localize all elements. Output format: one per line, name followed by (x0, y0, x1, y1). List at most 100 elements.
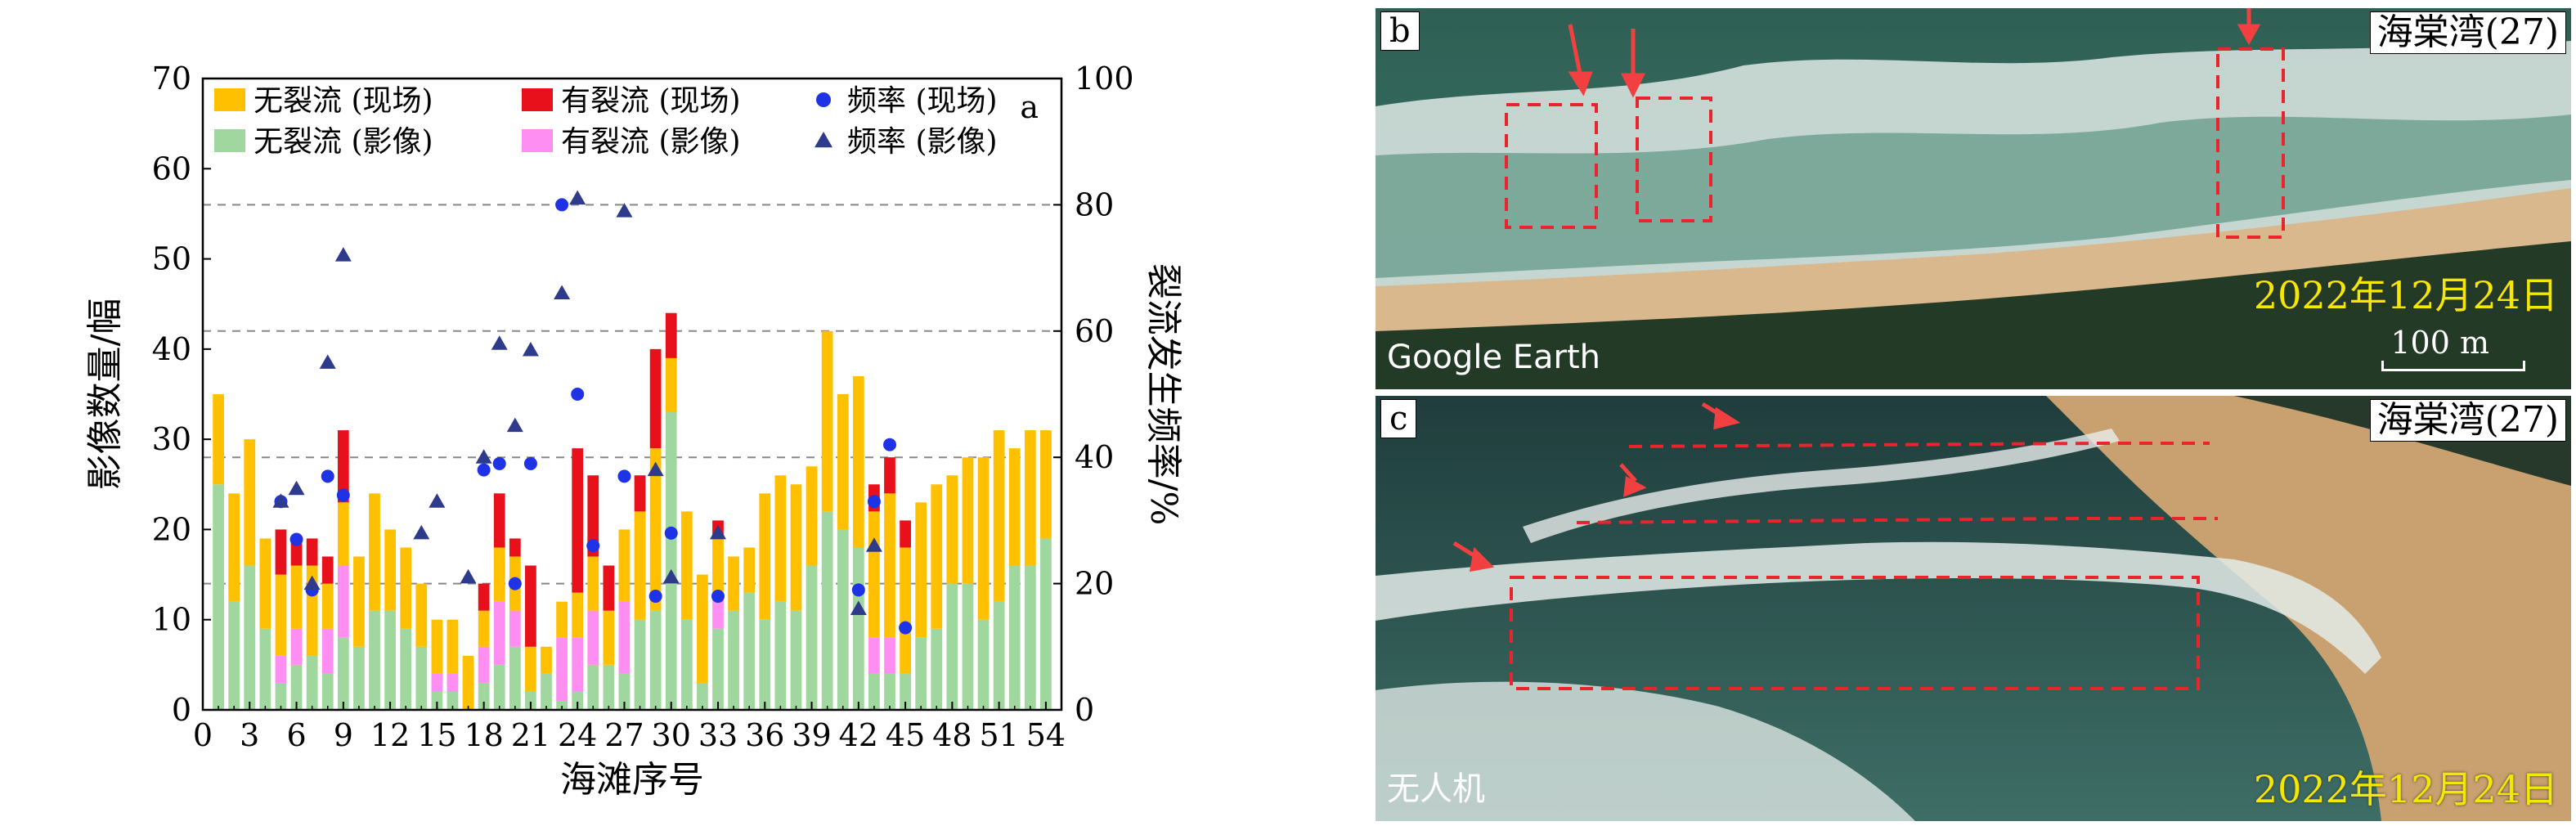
bar-field-no-rip (541, 646, 552, 674)
legend-swatch (522, 88, 553, 111)
marker-freq-field (899, 621, 913, 635)
satellite-photo-image (1376, 8, 2571, 389)
x-tick-label: 3 (240, 717, 259, 753)
bar-field-rip (603, 565, 615, 611)
bar-field-no-rip (415, 583, 428, 647)
bar-field-no-rip (665, 357, 677, 413)
legend-label: 频率 (现场) (847, 84, 998, 118)
bar-field-no-rip (275, 574, 287, 656)
bar-img-rip (337, 565, 349, 638)
bar-img-no-rip (306, 655, 318, 710)
marker-freq-field (477, 463, 491, 477)
marker-freq-image (554, 285, 571, 299)
y2-tick-label: 80 (1075, 186, 1114, 222)
bar-img-rip (556, 637, 568, 701)
bar-field-no-rip (447, 619, 459, 674)
legend-label: 频率 (影像) (847, 125, 998, 159)
bar-field-rip (321, 556, 334, 584)
marker-freq-image (460, 568, 477, 584)
bar-field-no-rip (1040, 430, 1052, 539)
bar-img-no-rip (618, 673, 631, 710)
bar-field-no-rip (400, 547, 412, 629)
y-tick-label: 50 (152, 241, 191, 277)
y2-tick-label: 40 (1075, 439, 1114, 475)
bar-field-no-rip (962, 457, 974, 584)
x-tick-label: 12 (370, 717, 410, 753)
bar-img-no-rip (837, 529, 849, 710)
bar-field-no-rip (728, 556, 739, 611)
bar-field-rip (306, 538, 318, 566)
bar-img-rip (509, 610, 521, 647)
bar-img-no-rip (962, 583, 974, 710)
x-tick-label: 48 (932, 717, 972, 753)
bar-img-rip (431, 673, 443, 692)
bar-field-no-rip (525, 646, 536, 692)
bar-field-no-rip (369, 493, 380, 611)
marker-freq-image (288, 480, 305, 496)
marker-freq-image (569, 190, 586, 205)
bar-field-no-rip (743, 547, 756, 593)
bar-field-no-rip (712, 538, 724, 593)
bar-img-no-rip (712, 628, 724, 710)
legend-swatch (214, 129, 245, 152)
bar-field-rip (478, 583, 490, 611)
legend-label: 有裂流 (影像) (561, 125, 741, 159)
bar-img-no-rip (275, 682, 287, 710)
drone-photo-image (1376, 396, 2571, 821)
legend-swatch (522, 129, 553, 152)
bar-img-no-rip (447, 691, 459, 710)
marker-freq-image (710, 524, 726, 540)
bar-field-no-rip (228, 493, 240, 602)
marker-freq-field (883, 438, 896, 451)
panel-c-source-label: 无人机 (1387, 770, 1485, 808)
marker-freq-field (711, 590, 725, 604)
marker-freq-image (522, 341, 539, 357)
panel-c-place-label: 海棠湾(27) (2369, 399, 2566, 442)
plot-frame (201, 77, 1063, 712)
bar-field-rip (509, 538, 521, 557)
marker-freq-field (571, 388, 585, 401)
bar-field-no-rip (852, 375, 864, 548)
bar-img-no-rip (587, 664, 599, 710)
marker-freq-field (586, 539, 600, 553)
bar-img-rip (290, 628, 303, 665)
bar-img-no-rip (806, 565, 818, 710)
bar-field-no-rip (790, 484, 802, 611)
y-tick-label: 40 (152, 331, 191, 367)
y-axis-label: 影像数量/幅 (84, 299, 126, 491)
bar-img-no-rip (868, 673, 880, 710)
bar-img-no-rip (556, 700, 568, 710)
legend-swatch (816, 92, 831, 107)
panel-c-letter: c (1380, 399, 1417, 438)
bar-img-no-rip (1024, 565, 1036, 710)
bar-field-no-rip (587, 556, 599, 611)
y-tick-label: 70 (152, 61, 191, 97)
bar-field-no-rip (759, 493, 771, 620)
bar-field-no-rip (821, 330, 833, 512)
bar-field-no-rip (837, 394, 849, 530)
marker-freq-image (850, 600, 867, 615)
bar-field-no-rip (1024, 430, 1036, 566)
marker-freq-field (867, 495, 881, 509)
x-tick-label: 42 (839, 717, 878, 753)
marker-freq-image (662, 568, 680, 584)
panel-a-letter: a (1020, 89, 1039, 125)
bar-field-rip (665, 312, 677, 358)
bar-img-no-rip (634, 619, 646, 710)
legend-label: 无裂流 (影像) (254, 125, 433, 159)
bar-img-no-rip (572, 691, 584, 710)
bar-img-no-rip (743, 592, 756, 710)
bar-img-no-rip (759, 619, 771, 710)
y2-tick-label: 20 (1075, 566, 1114, 602)
bar-field-no-rip (290, 565, 303, 629)
bar-field-no-rip (977, 457, 990, 620)
bar-img-no-rip (603, 664, 615, 710)
rip-current-chart: 0 3 6 9 12 15 18 21 24 27 30 33 36 39 42 45 48 51 54 0 10 20 3… (84, 61, 1184, 801)
marker-freq-field (648, 590, 662, 604)
x-tick-label: 27 (604, 717, 644, 753)
bar-img-no-rip (649, 610, 662, 710)
bar-img-no-rip (993, 601, 1005, 710)
x-tick-label: 24 (558, 717, 597, 753)
bar-img-no-rip (369, 610, 380, 710)
bar-img-no-rip (977, 619, 990, 710)
